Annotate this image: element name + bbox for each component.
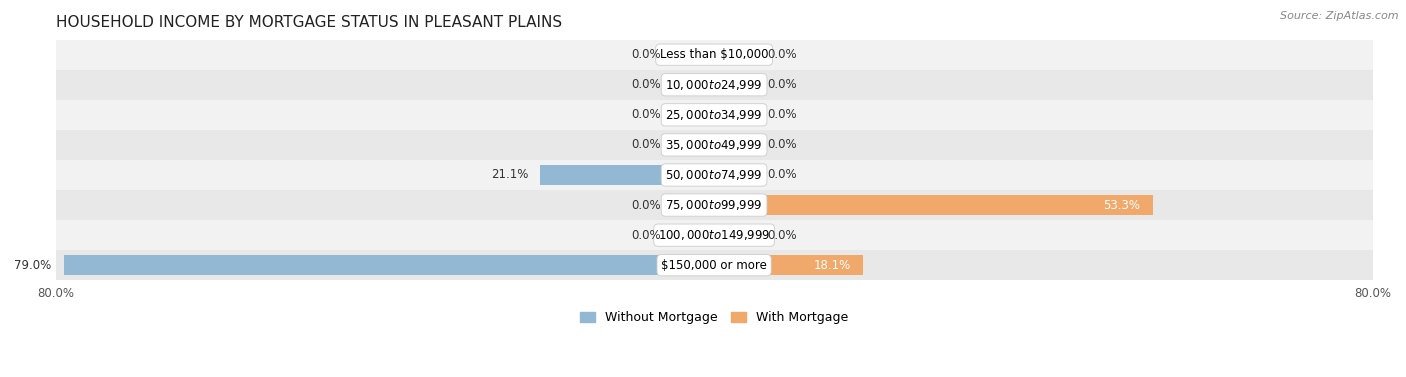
Bar <box>673 135 714 155</box>
Text: $25,000 to $34,999: $25,000 to $34,999 <box>665 108 763 122</box>
Bar <box>714 225 755 245</box>
Text: 18.1%: 18.1% <box>814 259 851 272</box>
Text: 0.0%: 0.0% <box>768 108 797 121</box>
Bar <box>56 160 1372 190</box>
Text: 0.0%: 0.0% <box>631 78 661 91</box>
Bar <box>714 165 755 185</box>
Text: 0.0%: 0.0% <box>631 108 661 121</box>
Bar <box>540 165 714 185</box>
Text: Source: ZipAtlas.com: Source: ZipAtlas.com <box>1281 11 1399 21</box>
Text: $10,000 to $24,999: $10,000 to $24,999 <box>665 78 763 92</box>
Bar <box>56 70 1372 100</box>
Text: 0.0%: 0.0% <box>768 169 797 181</box>
Bar <box>673 75 714 95</box>
Text: 0.0%: 0.0% <box>631 199 661 211</box>
Bar <box>714 75 755 95</box>
Text: Less than $10,000: Less than $10,000 <box>659 48 768 61</box>
Text: 21.1%: 21.1% <box>491 169 529 181</box>
Text: 0.0%: 0.0% <box>631 138 661 152</box>
Bar <box>673 44 714 65</box>
Text: 0.0%: 0.0% <box>768 228 797 242</box>
Text: $35,000 to $49,999: $35,000 to $49,999 <box>665 138 763 152</box>
Bar <box>673 225 714 245</box>
Text: 79.0%: 79.0% <box>14 259 52 272</box>
Bar <box>56 220 1372 250</box>
Bar <box>56 250 1372 280</box>
Bar <box>714 104 755 125</box>
Bar <box>714 255 863 276</box>
Bar <box>63 255 714 276</box>
Legend: Without Mortgage, With Mortgage: Without Mortgage, With Mortgage <box>575 306 853 329</box>
Text: $150,000 or more: $150,000 or more <box>661 259 768 272</box>
Bar <box>56 130 1372 160</box>
Text: 0.0%: 0.0% <box>631 228 661 242</box>
Text: 0.0%: 0.0% <box>768 138 797 152</box>
Text: 0.0%: 0.0% <box>631 48 661 61</box>
Bar <box>56 100 1372 130</box>
Bar <box>56 190 1372 220</box>
Text: 53.3%: 53.3% <box>1104 199 1140 211</box>
Text: $75,000 to $99,999: $75,000 to $99,999 <box>665 198 763 212</box>
Text: $50,000 to $74,999: $50,000 to $74,999 <box>665 168 763 182</box>
Text: 0.0%: 0.0% <box>768 78 797 91</box>
Text: HOUSEHOLD INCOME BY MORTGAGE STATUS IN PLEASANT PLAINS: HOUSEHOLD INCOME BY MORTGAGE STATUS IN P… <box>56 15 562 30</box>
Text: $100,000 to $149,999: $100,000 to $149,999 <box>658 228 770 242</box>
Bar <box>673 195 714 215</box>
Bar <box>56 40 1372 70</box>
Bar <box>714 44 755 65</box>
Bar <box>714 135 755 155</box>
Bar <box>714 195 1153 215</box>
Text: 0.0%: 0.0% <box>768 48 797 61</box>
Bar <box>673 104 714 125</box>
